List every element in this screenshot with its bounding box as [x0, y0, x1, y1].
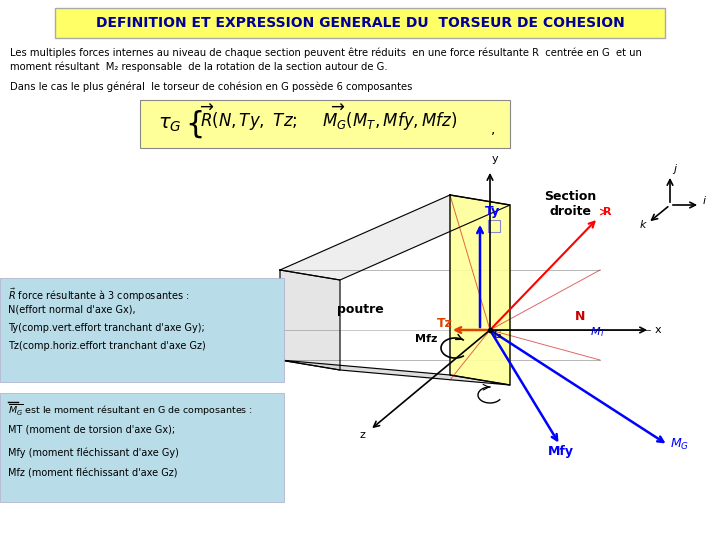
Text: Mfy: Mfy	[548, 445, 574, 458]
Text: $\overline{M_G}$ est le moment résultant en G de composantes :: $\overline{M_G}$ est le moment résultant…	[8, 403, 253, 418]
Text: $M_T$: $M_T$	[590, 325, 607, 339]
Text: k: k	[640, 220, 647, 230]
Text: Dans le cas le plus général  le torseur de cohésion en G possède 6 composantes: Dans le cas le plus général le torseur d…	[10, 82, 413, 92]
Text: i: i	[703, 196, 706, 206]
FancyBboxPatch shape	[0, 393, 284, 502]
Text: Ty(comp.vert.effort tranchant d'axe Gy);: Ty(comp.vert.effort tranchant d'axe Gy);	[8, 323, 204, 333]
Text: Mfz: Mfz	[415, 334, 437, 344]
Text: MT (moment de torsion d'axe Gx);: MT (moment de torsion d'axe Gx);	[8, 425, 175, 435]
FancyBboxPatch shape	[0, 278, 284, 382]
Polygon shape	[280, 270, 340, 370]
Text: Mfz (moment fléchissant d'axe Gz): Mfz (moment fléchissant d'axe Gz)	[8, 469, 178, 479]
Text: $M_G$: $M_G$	[670, 437, 689, 452]
Text: $\{$: $\{$	[185, 108, 202, 140]
Text: j: j	[673, 164, 676, 174]
Polygon shape	[280, 360, 510, 385]
Text: Mfy (moment fléchissant d'axe Gy): Mfy (moment fléchissant d'axe Gy)	[8, 447, 179, 457]
Text: z: z	[360, 430, 366, 440]
Polygon shape	[280, 195, 510, 280]
Text: $\vec{R}$ force résultante à 3 composantes :: $\vec{R}$ force résultante à 3 composant…	[8, 287, 189, 305]
Text: N(effort normal d'axe Gx),: N(effort normal d'axe Gx),	[8, 305, 135, 315]
Text: N: N	[575, 310, 585, 323]
Text: moment résultant  M₂ responsable  de la rotation de la section autour de G.: moment résultant M₂ responsable de la ro…	[10, 62, 387, 72]
Text: $\overrightarrow{R}$$(N, Ty,\ Tz;$: $\overrightarrow{R}$$(N, Ty,\ Tz;$	[200, 103, 297, 133]
Polygon shape	[450, 195, 510, 385]
Text: Ty: Ty	[485, 205, 500, 218]
Text: DEFINITION ET EXPRESSION GENERALE DU  TORSEUR DE COHESION: DEFINITION ET EXPRESSION GENERALE DU TOR…	[96, 16, 624, 30]
Text: poutre: poutre	[337, 303, 383, 316]
Text: $\tau_G$: $\tau_G$	[158, 114, 181, 133]
FancyBboxPatch shape	[55, 8, 665, 38]
Text: y: y	[492, 154, 499, 164]
Text: x: x	[655, 325, 662, 335]
Text: $,$: $,$	[490, 123, 495, 137]
Text: $\overrightarrow{M_G}$$(M_T, Mfy, Mfz)$: $\overrightarrow{M_G}$$(M_T, Mfy, Mfz)$	[322, 103, 457, 133]
Text: Les multiples forces internes au niveau de chaque section peuvent être réduits  : Les multiples forces internes au niveau …	[10, 48, 642, 58]
Text: Section
droite: Section droite	[544, 190, 596, 218]
Text: G: G	[494, 330, 502, 340]
Text: R: R	[603, 207, 611, 217]
Text: Tz: Tz	[437, 317, 453, 330]
FancyBboxPatch shape	[140, 100, 510, 148]
Text: Tz(comp.horiz.effort tranchant d'axe Gz): Tz(comp.horiz.effort tranchant d'axe Gz)	[8, 341, 206, 351]
